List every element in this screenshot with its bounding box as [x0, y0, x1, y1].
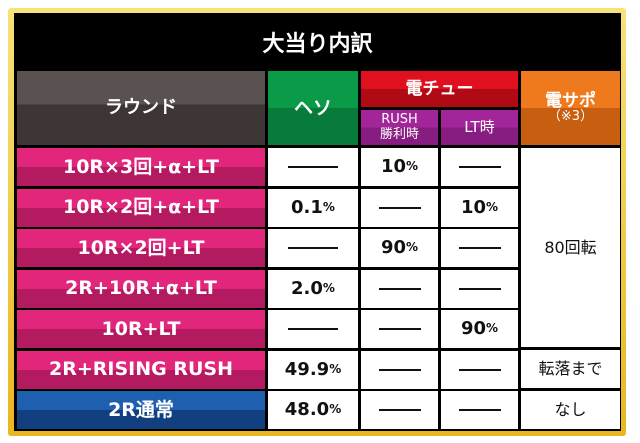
dash: [458, 287, 501, 290]
cell-rush: [361, 188, 438, 227]
header-rush-win: RUSH 勝利時: [361, 110, 438, 145]
dash: [378, 287, 421, 290]
value: 10: [380, 156, 407, 178]
dash: [458, 166, 501, 168]
cell-lt: 90%: [441, 310, 518, 348]
header-lt: LT時: [441, 110, 518, 145]
row-label: 2R通常: [17, 391, 265, 429]
percent: %: [329, 361, 342, 376]
value: 49.9: [284, 358, 330, 380]
dash: [288, 166, 338, 168]
row-label: 10R×2回+α+LT: [17, 188, 265, 227]
dash: [378, 368, 421, 371]
row-label: 10R×3回+α+LT: [17, 148, 265, 186]
cell-lt: [441, 148, 518, 186]
header-heso: ヘソ: [268, 71, 358, 145]
cell-lt: [441, 350, 518, 389]
percent: %: [486, 199, 499, 214]
header-denchu: 電チュー: [361, 71, 518, 107]
cell-lt: 10%: [441, 188, 518, 227]
cell-lt: [441, 391, 518, 429]
value: 0.1: [291, 196, 323, 218]
cell-rush: 90%: [361, 229, 438, 267]
value: 90: [380, 237, 407, 259]
header-densapo: 電サポ （※3）: [521, 71, 620, 145]
densapo-normal: なし: [521, 391, 620, 429]
value: 2.0: [291, 277, 323, 299]
dash: [378, 409, 421, 411]
percent: %: [322, 199, 335, 214]
header-rush-win-label: 勝利時: [379, 126, 419, 142]
row-label: 10R×2回+LT: [17, 229, 265, 267]
densapo-rising: 転落まで: [521, 350, 620, 388]
cell-rush: [361, 350, 438, 389]
cell-lt: [441, 269, 518, 308]
cell-lt: [441, 229, 518, 267]
cell-heso: 49.9%: [268, 350, 358, 389]
cell-rush: [361, 391, 438, 429]
dash: [458, 409, 501, 411]
cell-rush: [361, 269, 438, 308]
dash: [458, 368, 501, 371]
row-label: 2R+RISING RUSH: [17, 350, 265, 389]
cell-heso: [268, 310, 358, 348]
percent: %: [322, 280, 335, 295]
table-title: 大当り内訳: [262, 31, 373, 57]
dash: [378, 328, 421, 330]
densapo-80: 80回転: [521, 148, 620, 347]
dash: [288, 247, 338, 249]
cell-rush: 10%: [361, 148, 438, 186]
header-densapo-note: （※3）: [547, 109, 594, 125]
row-label: 2R+10R+α+LT: [17, 269, 265, 308]
header-round: ラウンド: [17, 71, 265, 145]
cell-heso: 48.0%: [268, 391, 358, 429]
cell-heso: 2.0%: [268, 269, 358, 308]
dash: [378, 206, 421, 209]
percent: %: [406, 240, 419, 255]
cell-heso: 0.1%: [268, 188, 358, 227]
dash: [288, 328, 338, 330]
row-label: 10R+LT: [17, 310, 265, 348]
percent: %: [329, 402, 342, 417]
percent: %: [406, 159, 419, 174]
value: 90: [460, 318, 487, 340]
cell-rush: [361, 310, 438, 348]
cell-heso: [268, 229, 358, 267]
percent: %: [486, 321, 499, 336]
cell-heso: [268, 148, 358, 186]
value: 48.0: [284, 399, 330, 421]
header-densapo-label: 電サポ: [545, 90, 596, 111]
value: 10: [460, 196, 487, 218]
dash: [458, 247, 501, 249]
header-rush: RUSH: [381, 112, 418, 128]
